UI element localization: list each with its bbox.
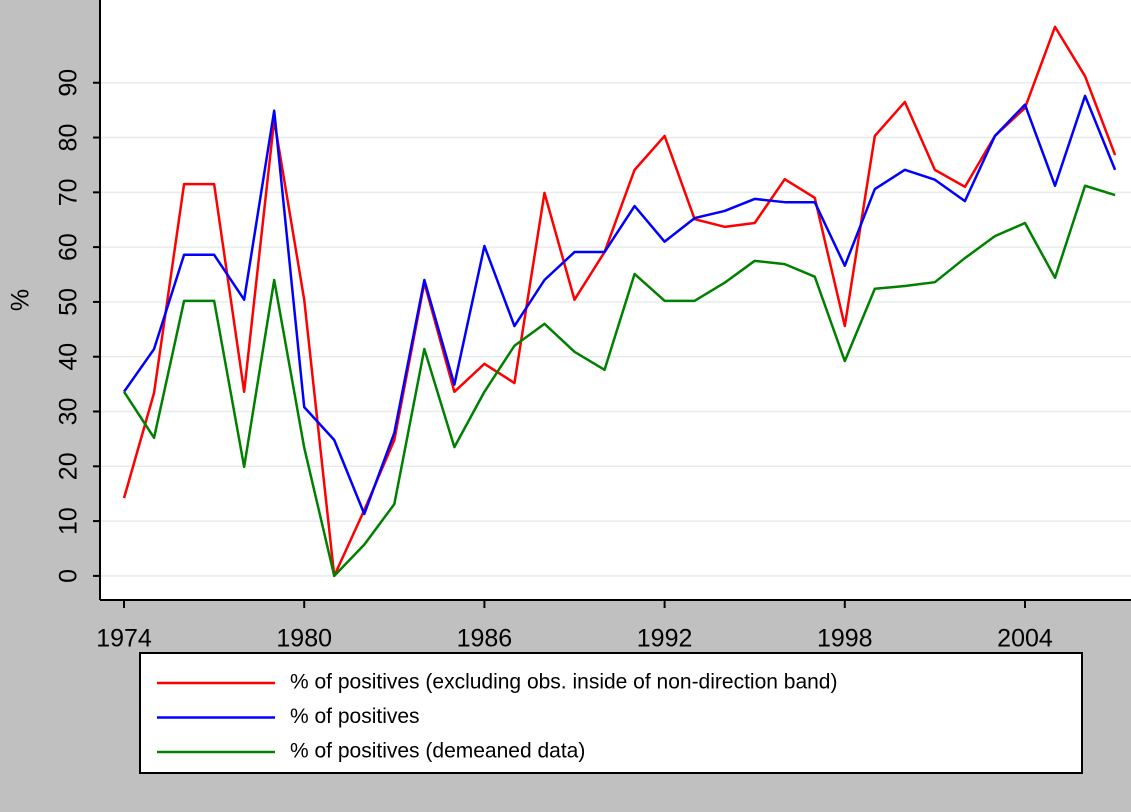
x-tick-label: 1974 — [96, 625, 152, 653]
x-tick-label: 1986 — [457, 625, 513, 653]
y-tick-label: 20 — [55, 452, 83, 480]
series-line — [123, 94, 1117, 516]
y-tick-label: 60 — [55, 233, 83, 261]
x-tick-label: 1980 — [276, 625, 332, 653]
legend — [139, 652, 1083, 774]
series-line — [122, 25, 1117, 578]
x-tick-label: 1998 — [817, 625, 873, 653]
x-tick-label: 1992 — [637, 625, 693, 653]
series-line — [122, 184, 1116, 578]
y-axis-label: % — [7, 289, 35, 311]
legend-label: % of positives — [290, 705, 420, 728]
legend-label: % of positives (excluding obs. inside of… — [290, 671, 837, 694]
y-tick-label: 50 — [55, 288, 83, 316]
y-tick-label: 80 — [55, 124, 83, 152]
y-tick-label: 40 — [55, 343, 83, 371]
x-tick-label: 2004 — [997, 625, 1053, 653]
y-tick-label: 70 — [55, 178, 83, 206]
y-tick-label: 90 — [55, 69, 83, 97]
y-tick-label: 0 — [55, 569, 83, 583]
legend-label: % of positives (demeaned data) — [290, 740, 585, 763]
y-tick-label: 10 — [55, 507, 83, 535]
y-tick-label: 30 — [55, 398, 83, 426]
